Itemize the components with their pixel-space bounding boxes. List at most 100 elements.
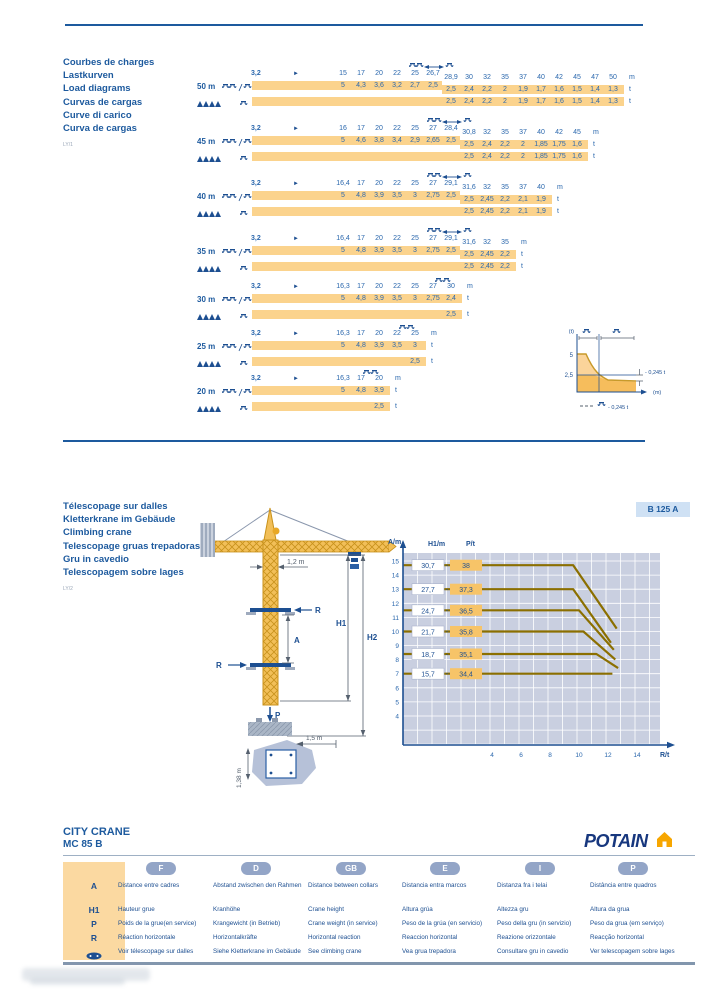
hoist-trolley-icon	[86, 947, 102, 965]
load-value: 2,4	[482, 153, 492, 160]
load-bar	[460, 195, 552, 204]
radius-value: 17	[357, 235, 365, 242]
radius-value: 31,6	[462, 184, 476, 191]
legend-cell: Altura grúa	[402, 906, 433, 913]
legend-cell: Voir télescopage sur dalles	[118, 948, 194, 955]
zigzag-icon	[197, 354, 223, 372]
inset-area-deep	[577, 375, 636, 392]
p-value-box	[450, 668, 482, 680]
zigzag-icon	[197, 259, 223, 277]
hooks-icon	[221, 193, 252, 202]
load-value: 1,5	[572, 98, 582, 105]
hooks-icon	[221, 83, 252, 92]
load-value: 2	[521, 153, 525, 160]
radius-value: 20	[375, 180, 383, 187]
collar-lower	[250, 663, 291, 667]
radius-value: 20	[375, 70, 383, 77]
radius-value: 32	[483, 239, 491, 246]
h1-dim-label: H1	[336, 619, 347, 628]
radius-value: 17	[357, 125, 365, 132]
load-value: 2,2	[500, 196, 510, 203]
unit-t: t	[593, 141, 595, 148]
mast-cross-section: 1,5 m 1,38 m	[232, 728, 347, 803]
radius-value: 40	[537, 184, 545, 191]
brand-logo-text: POTAIN	[584, 831, 648, 851]
pair-dash: -	[446, 608, 449, 615]
height-label: 30 m	[197, 295, 216, 304]
trolley-hooks-icon	[426, 118, 472, 124]
load-value: 2,4	[482, 141, 492, 148]
legend-cell: Reazione orizzontale	[497, 934, 556, 941]
load-value: 2,45	[480, 196, 494, 203]
hook-icon	[239, 309, 248, 327]
arrow-icon: ►	[293, 235, 299, 242]
load-value: 1,7	[536, 86, 546, 93]
radius-value: 22	[393, 125, 401, 132]
load-value: 2,9	[410, 137, 420, 144]
legend-cell: Ver telescopagem sobre lages	[590, 948, 675, 955]
load-value: 3,5	[392, 247, 402, 254]
language-badge-i: I	[525, 862, 555, 875]
zigzag-icon	[197, 361, 221, 367]
legend-cell: Altura da grua	[590, 906, 630, 913]
hooks-icon	[221, 296, 252, 305]
p-value-box	[450, 559, 482, 571]
radius-value: 29,1	[444, 235, 458, 242]
load-bar	[252, 152, 588, 161]
load-value: 2,2	[500, 141, 510, 148]
hook-icon	[239, 356, 248, 374]
zigzag-icon	[197, 149, 223, 167]
radius-value: 32	[483, 129, 491, 136]
hook-icon	[597, 402, 606, 406]
load-value: 2,5	[464, 263, 474, 270]
load-bar	[460, 140, 588, 149]
load-curve-inset-chart: (t) (m) 5 2,5 - 0,245 t - 0,245 t	[556, 324, 706, 419]
load-value: 4,8	[356, 387, 366, 394]
climb-label: Telescopage gruas trepadoras	[63, 540, 201, 552]
legend-cell: Peso da grua (em serviço)	[590, 920, 664, 927]
radius-value: 35	[501, 129, 509, 136]
load-value: 1,3	[608, 98, 618, 105]
load-value: 2	[521, 141, 525, 148]
load-value: 1,6	[554, 86, 564, 93]
radius-value: 26,7	[426, 70, 440, 77]
unit-t: t	[395, 403, 397, 410]
load-value: 2,4	[464, 98, 474, 105]
load-value: 2,5	[464, 251, 474, 258]
x-tick-label: 4	[490, 752, 494, 759]
height-label: 25 m	[197, 342, 216, 351]
symbol-r: R	[90, 933, 98, 943]
load-value: 1,4	[590, 98, 600, 105]
height-label: 20 m	[197, 387, 216, 396]
radius-value: 27	[429, 180, 437, 187]
legend-cell: Peso de la grúa (en servicio)	[402, 920, 483, 927]
trolley-hooks-icon	[426, 114, 473, 132]
trolley-hooks-icon	[426, 173, 472, 179]
x-tick-label: 8	[548, 752, 552, 759]
product-title: CITY CRANE	[63, 826, 131, 838]
load-value: 2,4	[446, 295, 456, 302]
load-value: 3,6	[374, 82, 384, 89]
load-value: 5	[341, 137, 345, 144]
radius-value: 50	[609, 74, 617, 81]
load-value: 3,2	[392, 82, 402, 89]
load-diagrams-labels: Courbes de charges Lastkurven Load diagram…	[63, 56, 198, 135]
load-value: 1,9	[518, 98, 528, 105]
load-value: 3,5	[392, 295, 402, 302]
load-value: 2,75	[426, 295, 440, 302]
radius-value: 37	[519, 129, 527, 136]
min-radius-value: 3,2	[251, 125, 261, 132]
zigzag-icon	[197, 211, 221, 217]
load-label: Load diagrams	[63, 83, 131, 95]
hooks-icon	[221, 190, 252, 208]
legend-cell: Siehe Kletterkrane im Gebäude	[213, 948, 301, 955]
pair-dash: -	[446, 652, 449, 659]
legend-cell: Krangewicht (in Betrieb)	[213, 920, 281, 927]
legend-cell: Distância entre quadros	[590, 882, 657, 889]
base-height-dim: 1,38 m	[236, 768, 243, 788]
zigzag-icon	[197, 406, 221, 412]
load-bar	[252, 310, 462, 319]
radius-value: 35	[501, 239, 509, 246]
unit-t: t	[521, 251, 523, 258]
legend-cell: Kranhöhe	[213, 906, 241, 913]
